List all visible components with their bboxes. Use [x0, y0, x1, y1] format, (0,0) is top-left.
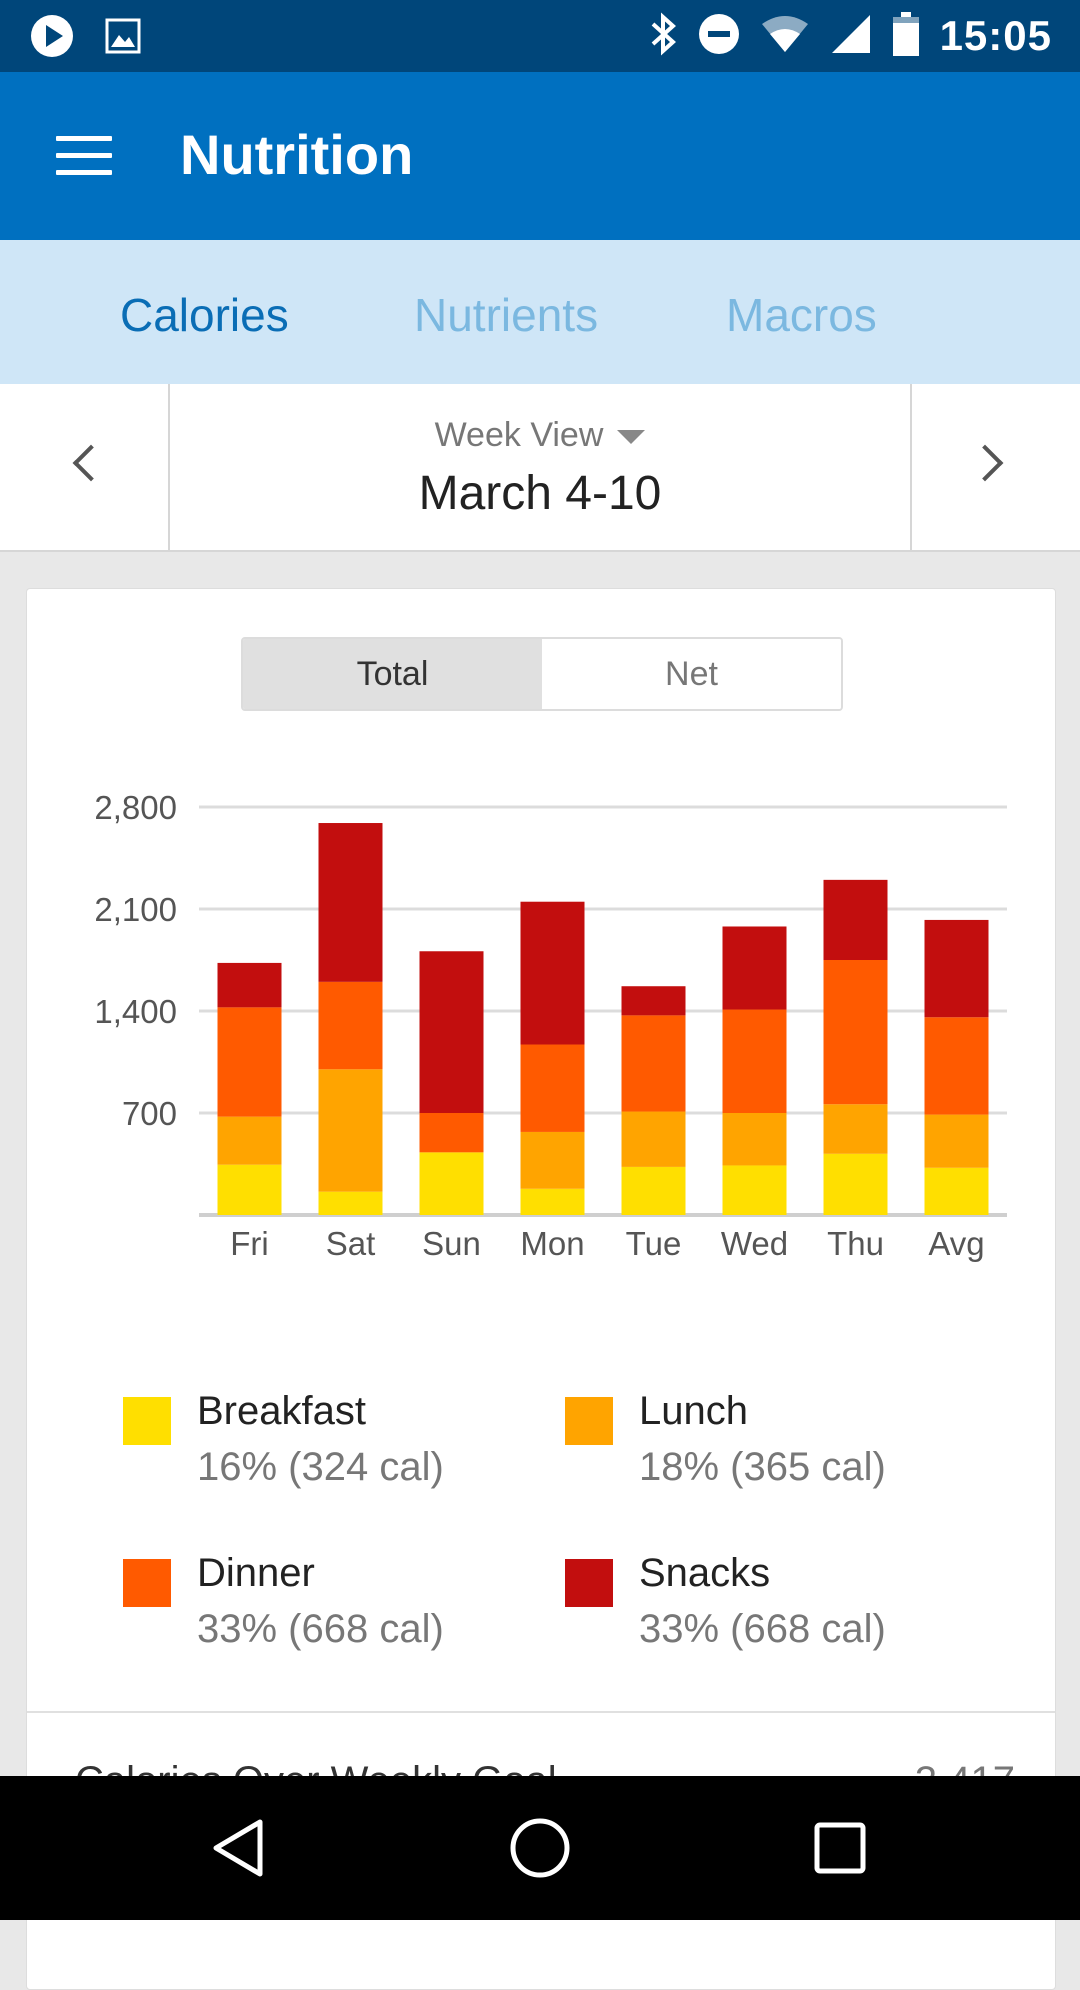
bar-segment-dinner-wed[interactable] — [722, 1009, 787, 1113]
total-net-toggle: Total Net — [241, 637, 843, 711]
x-tick-label: Wed — [721, 1225, 788, 1262]
bar-segment-snacks-thu[interactable] — [823, 879, 888, 960]
bar-segment-snacks-tue[interactable] — [621, 986, 686, 1016]
legend-label: Lunch — [639, 1389, 748, 1433]
play-icon — [30, 14, 74, 63]
page-title: Nutrition — [180, 123, 414, 186]
week-view-dropdown[interactable]: Week View — [0, 416, 1080, 455]
bar-segment-breakfast-wed[interactable] — [722, 1165, 787, 1215]
bar-segment-dinner-sat[interactable] — [318, 981, 383, 1070]
bar-segment-lunch-tue[interactable] — [621, 1111, 686, 1167]
battery-icon — [892, 11, 920, 62]
bar-segment-lunch-wed[interactable] — [722, 1113, 787, 1166]
chart-legend: Breakfast 16% (324 cal) Lunch 18% (365 c… — [123, 1389, 1023, 1689]
total-toggle-button[interactable]: Total — [243, 639, 542, 709]
app-bar: Nutrition — [0, 72, 1080, 240]
x-tick-label: Sun — [422, 1225, 481, 1262]
bar-segment-snacks-fri[interactable] — [217, 962, 282, 1008]
x-tick-label: Tue — [626, 1225, 682, 1262]
bar-segment-lunch-thu[interactable] — [823, 1104, 888, 1154]
legend-value: 16% (324 cal) — [197, 1445, 444, 1489]
legend-swatch-lunch — [565, 1397, 613, 1445]
legend-item-dinner: Dinner 33% (668 cal) — [123, 1551, 543, 1671]
wifi-icon — [760, 14, 810, 59]
bar-segment-snacks-wed[interactable] — [722, 926, 787, 1010]
bar-segment-lunch-mon[interactable] — [520, 1131, 585, 1189]
image-icon — [104, 17, 142, 60]
bar-segment-breakfast-avg[interactable] — [924, 1167, 989, 1215]
home-icon[interactable] — [508, 1816, 572, 1880]
status-time: 15:05 — [939, 12, 1052, 59]
legend-item-snacks: Snacks 33% (668 cal) — [565, 1551, 985, 1671]
bar-segment-dinner-fri[interactable] — [217, 1007, 282, 1117]
bar-segment-snacks-sun[interactable] — [419, 951, 484, 1113]
bar-segment-breakfast-sat[interactable] — [318, 1191, 383, 1215]
legend-label: Dinner — [197, 1551, 315, 1595]
card-divider — [27, 1711, 1055, 1713]
x-tick-label: Fri — [230, 1225, 268, 1262]
tab-nutrients[interactable]: Nutrients — [414, 289, 599, 341]
dropdown-arrow-icon — [617, 430, 646, 445]
bar-segment-lunch-sat[interactable] — [318, 1069, 383, 1192]
legend-item-lunch: Lunch 18% (365 cal) — [565, 1389, 985, 1509]
do-not-disturb-icon — [698, 13, 740, 60]
bar-segment-snacks-avg[interactable] — [924, 919, 989, 1018]
legend-value: 33% (668 cal) — [639, 1607, 886, 1651]
bar-segment-breakfast-thu[interactable] — [823, 1153, 888, 1215]
bar-segment-breakfast-mon[interactable] — [520, 1188, 585, 1215]
bar-segment-lunch-fri[interactable] — [217, 1116, 282, 1165]
chevron-right-icon — [966, 444, 1004, 482]
signal-icon — [830, 13, 872, 60]
bar-segment-snacks-mon[interactable] — [520, 901, 585, 1045]
bar-segment-dinner-avg[interactable] — [924, 1017, 989, 1115]
calories-bar-chart: 700 1,400 2,100 2,800 Fri Sat Sun Mon Tue Wed Thu A… — [94, 789, 1007, 1262]
legend-label: Breakfast — [197, 1389, 366, 1433]
legend-value: 18% (365 cal) — [639, 1445, 886, 1489]
bar-segment-dinner-mon[interactable] — [520, 1044, 585, 1132]
y-tick-label: 1,400 — [94, 993, 177, 1030]
x-tick-label: Mon — [520, 1225, 584, 1262]
system-nav-bar — [0, 1776, 1080, 1920]
legend-value: 33% (668 cal) — [197, 1607, 444, 1651]
date-range: March 4-10 — [418, 467, 662, 520]
bluetooth-icon — [648, 11, 678, 62]
legend-swatch-breakfast — [123, 1397, 171, 1445]
x-tick-label: Sat — [326, 1225, 376, 1262]
net-toggle-button[interactable]: Net — [542, 639, 841, 709]
legend-swatch-dinner — [123, 1559, 171, 1607]
calories-card: Total Net 700 1,400 2,100 2,800 Fri Sat Sun Mon… — [26, 588, 1056, 1990]
bar-segment-dinner-thu[interactable] — [823, 960, 888, 1105]
date-navigator: Week View March 4-10 — [0, 384, 1080, 552]
previous-week-button[interactable] — [0, 384, 170, 550]
x-tick-label: Avg — [928, 1225, 984, 1262]
legend-label: Snacks — [639, 1551, 771, 1595]
bar-segment-breakfast-fri[interactable] — [217, 1164, 282, 1215]
status-bar: 15:05 — [0, 0, 1080, 72]
bar-segment-snacks-sat[interactable] — [318, 823, 383, 982]
menu-icon[interactable] — [56, 136, 112, 176]
bar-segment-breakfast-sun[interactable] — [419, 1152, 484, 1215]
week-view-label: Week View — [434, 416, 604, 454]
bar-segment-dinner-sun[interactable] — [419, 1113, 484, 1153]
tab-calories[interactable]: Calories — [120, 289, 289, 341]
y-tick-label: 2,100 — [94, 891, 177, 928]
x-tick-label: Thu — [827, 1225, 884, 1262]
legend-swatch-snacks — [565, 1559, 613, 1607]
y-tick-label: 2,800 — [94, 789, 177, 826]
back-icon[interactable] — [208, 1816, 272, 1880]
legend-item-breakfast: Breakfast 16% (324 cal) — [123, 1389, 543, 1509]
recents-icon[interactable] — [808, 1816, 872, 1880]
next-week-button[interactable] — [910, 384, 1080, 550]
y-tick-label: 700 — [122, 1095, 177, 1132]
bar-segment-lunch-avg[interactable] — [924, 1114, 989, 1168]
tab-bar: Calories Nutrients Macros — [0, 240, 1080, 384]
tab-macros[interactable]: Macros — [726, 289, 877, 341]
bar-segment-dinner-tue[interactable] — [621, 1015, 686, 1112]
bar-segment-breakfast-tue[interactable] — [621, 1166, 686, 1215]
